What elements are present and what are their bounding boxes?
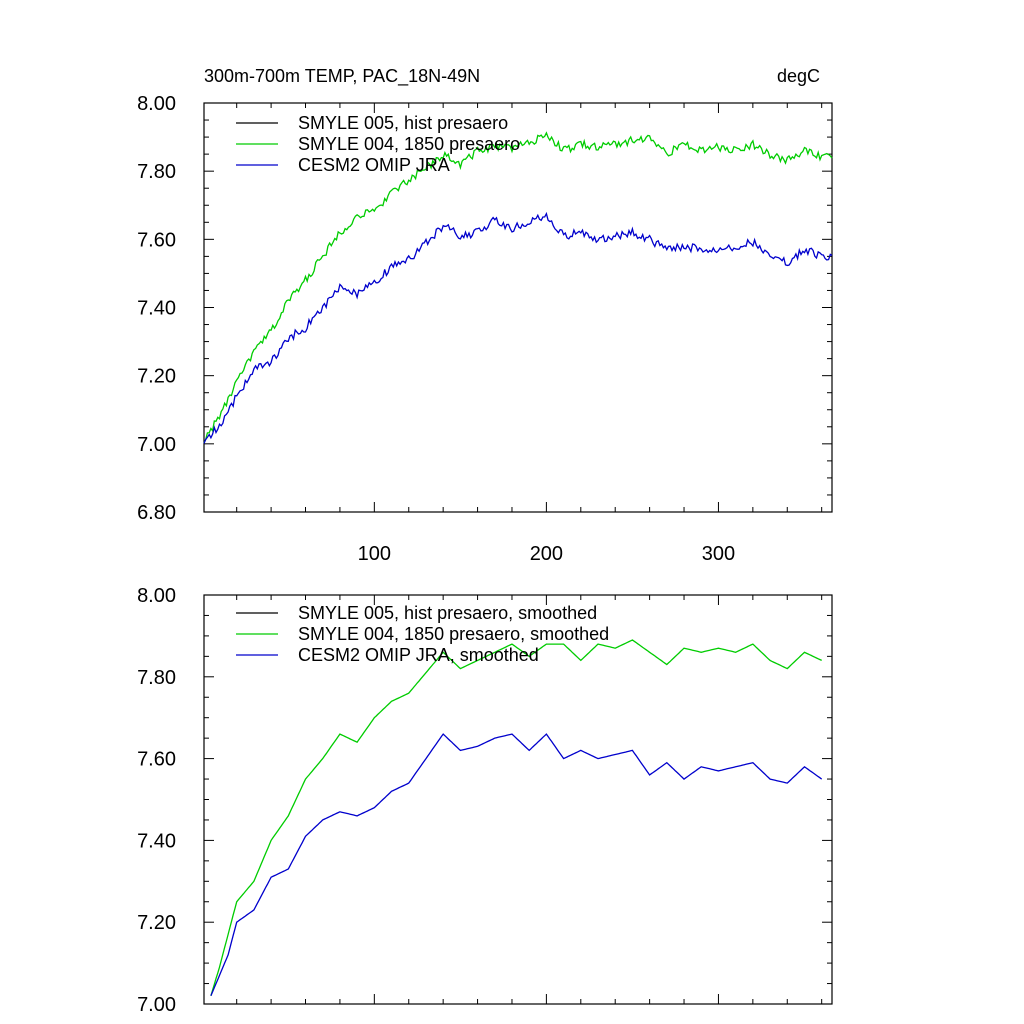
series-line-cesm2-omip-jra-smoothed xyxy=(210,733,823,997)
y-tick-label: 8.00 xyxy=(137,93,176,115)
legend-label: SMYLE 004, 1850 presaero, smoothed xyxy=(298,624,609,644)
y-tick-label: 7.20 xyxy=(137,912,176,934)
y-tick-label: 7.80 xyxy=(137,161,176,183)
legend-label: SMYLE 005, hist presaero, smoothed xyxy=(298,603,597,623)
y-tick-label: 7.00 xyxy=(137,434,176,456)
y-tick-label: 7.60 xyxy=(137,749,176,771)
series-line-cesm2-omip-jra xyxy=(203,211,833,444)
y-tick-label: 8.00 xyxy=(137,585,176,607)
units-label: degC xyxy=(777,66,820,86)
y-tick-label: 7.60 xyxy=(137,229,176,251)
series-line-smyle-004-1850-presaero xyxy=(203,131,833,444)
y-tick-label: 7.00 xyxy=(137,994,176,1016)
x-tick-label: 300 xyxy=(702,543,735,565)
y-tick-label: 7.40 xyxy=(137,298,176,320)
legend-label: SMYLE 005, hist presaero xyxy=(298,113,508,133)
y-tick-label: 7.20 xyxy=(137,366,176,388)
y-tick-label: 6.80 xyxy=(137,502,176,524)
series-line-smyle-004-1850-presaero-smoothed xyxy=(210,639,822,996)
y-tick-label: 7.40 xyxy=(137,830,176,852)
y-tick-label: 7.80 xyxy=(137,667,176,689)
x-tick-label: 100 xyxy=(358,543,391,565)
legend-label: SMYLE 004, 1850 presaero xyxy=(298,134,520,154)
legend-label: CESM2 OMIP JRA xyxy=(298,155,450,175)
legend-label: CESM2 OMIP JRA, smoothed xyxy=(298,645,539,665)
x-tick-label: 200 xyxy=(530,543,563,565)
chart-title: 300m-700m TEMP, PAC_18N-49N xyxy=(204,66,480,87)
